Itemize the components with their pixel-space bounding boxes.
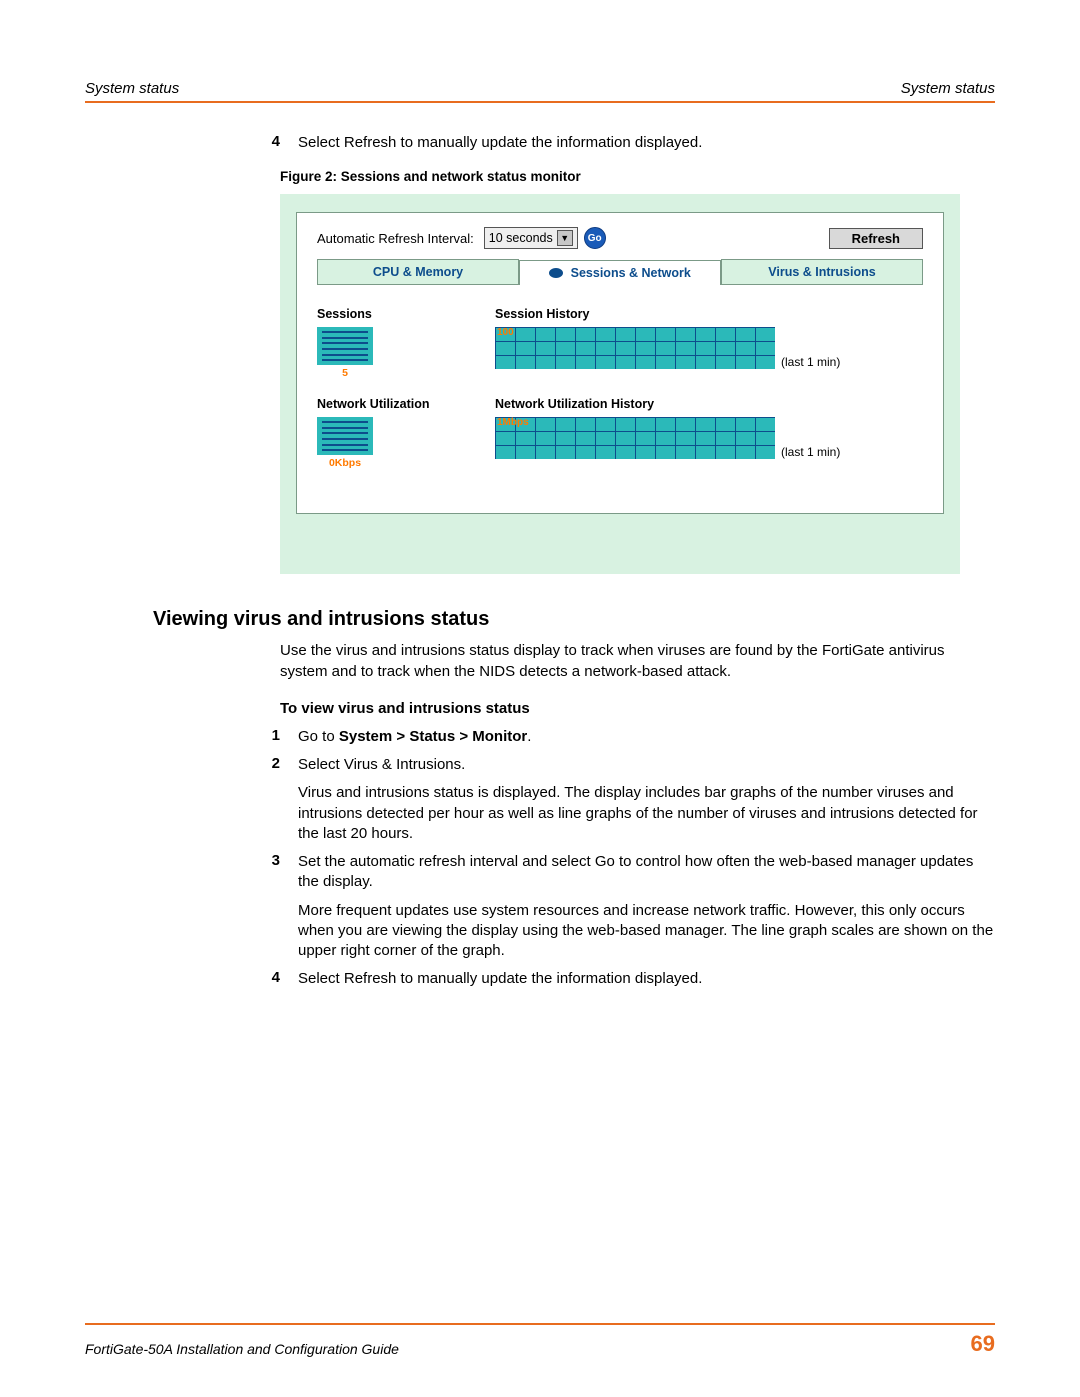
refresh-interval-label: Automatic Refresh Interval: [317, 231, 474, 246]
network-history-max: 1Mbps [497, 417, 529, 428]
sessions-bar [317, 327, 373, 365]
step-text: Select Refresh to manually update the in… [298, 969, 995, 989]
figure-caption: Figure 2: Sessions and network status mo… [280, 169, 995, 184]
figure-screenshot: Automatic Refresh Interval: 10 seconds ▼… [280, 194, 960, 574]
step-row: 2Select Virus & Intrusions. [240, 755, 995, 775]
step-number: 4 [240, 133, 298, 153]
network-title: Network Utilization [317, 397, 477, 411]
top-step-row: 4 Select Refresh to manually update the … [240, 133, 995, 153]
eye-icon [549, 268, 563, 278]
sessions-value: 5 [317, 367, 373, 379]
go-button[interactable]: Go [584, 227, 606, 249]
step-number: 3 [240, 852, 298, 893]
sessions-title: Sessions [317, 307, 477, 321]
refresh-interval-select[interactable]: 10 seconds ▼ [484, 227, 578, 249]
step-text: Select Virus & Intrusions. [298, 755, 995, 775]
footer-page-number: 69 [971, 1331, 995, 1357]
section-subhead: To view virus and intrusions status [280, 700, 995, 717]
monitor-tabs: CPU & Memory Sessions & Network Virus & … [317, 259, 923, 285]
tab-sessions-label: Sessions & Network [571, 266, 691, 280]
network-row: Network Utilization 0Kbps Network Utiliz… [317, 397, 923, 469]
session-history-chart: 100 [495, 327, 775, 369]
step-number: 2 [240, 755, 298, 775]
network-history-title: Network Utilization History [495, 397, 923, 411]
sessions-row: Sessions 5 Session History 100 (last 1 m… [317, 307, 923, 379]
tab-cpu-memory[interactable]: CPU & Memory [317, 259, 519, 284]
step-row: 1Go to System > Status > Monitor. [240, 727, 995, 747]
refresh-button[interactable]: Refresh [829, 228, 923, 249]
refresh-interval-value: 10 seconds [489, 231, 553, 245]
network-value: 0Kbps [317, 457, 373, 469]
tab-virus-intrusions[interactable]: Virus & Intrusions [721, 259, 923, 284]
tab-sessions-network[interactable]: Sessions & Network [519, 260, 721, 285]
step-row: 4Select Refresh to manually update the i… [240, 969, 995, 989]
monitor-panel: Automatic Refresh Interval: 10 seconds ▼… [296, 212, 944, 514]
step-number: 1 [240, 727, 298, 747]
step-row: More frequent updates use system resourc… [240, 901, 995, 962]
step-number [240, 901, 298, 962]
network-bar [317, 417, 373, 455]
step-text: More frequent updates use system resourc… [298, 901, 995, 962]
step-number [240, 783, 298, 844]
step-row: 3Set the automatic refresh interval and … [240, 852, 995, 893]
footer-guide-title: FortiGate-50A Installation and Configura… [85, 1341, 399, 1357]
page-header: System status System status [85, 80, 995, 103]
header-right: System status [901, 80, 995, 97]
session-history-title: Session History [495, 307, 923, 321]
step-text: Go to System > Status > Monitor. [298, 727, 995, 747]
step-text: Set the automatic refresh interval and s… [298, 852, 995, 893]
dropdown-icon: ▼ [557, 230, 573, 246]
section-intro: Use the virus and intrusions status disp… [280, 641, 995, 682]
step-number: 4 [240, 969, 298, 989]
header-left: System status [85, 80, 179, 97]
network-history-caption: (last 1 min) [781, 445, 923, 459]
step-row: Virus and intrusions status is displayed… [240, 783, 995, 844]
network-history-chart: 1Mbps [495, 417, 775, 459]
session-history-max: 100 [497, 327, 514, 338]
page-footer: FortiGate-50A Installation and Configura… [85, 1323, 995, 1357]
refresh-row: Automatic Refresh Interval: 10 seconds ▼… [317, 227, 923, 249]
session-history-caption: (last 1 min) [781, 355, 923, 369]
section-heading: Viewing virus and intrusions status [153, 608, 995, 631]
step-text: Select Refresh to manually update the in… [298, 133, 995, 153]
step-text: Virus and intrusions status is displayed… [298, 783, 995, 844]
